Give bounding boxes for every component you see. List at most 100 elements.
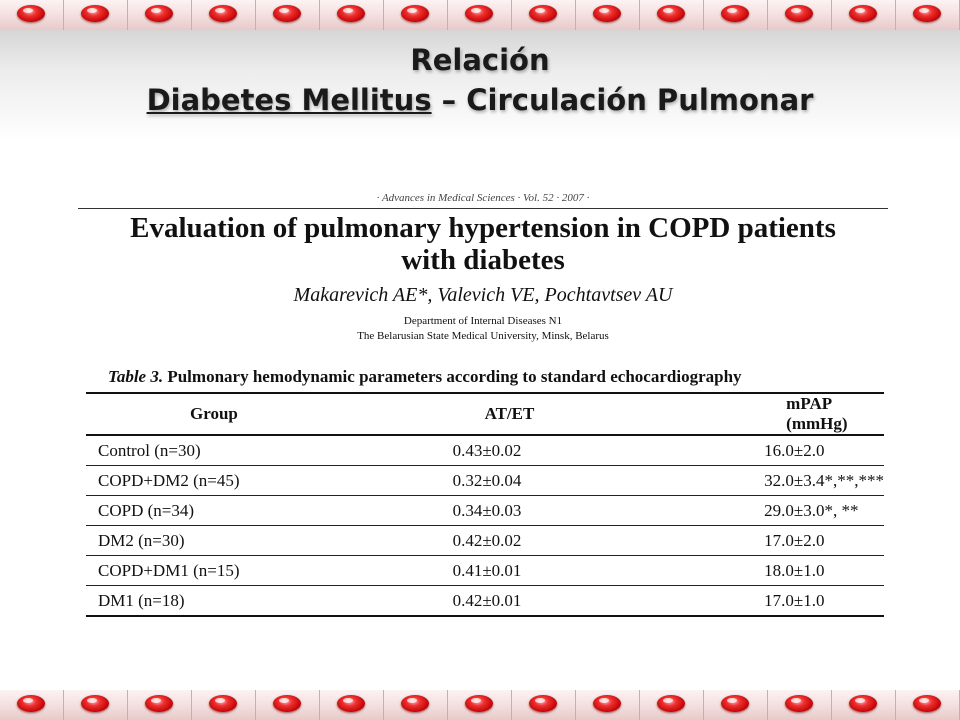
slide-title-underlined-term: Diabetes Mellitus [146, 83, 432, 117]
cell-mpap: 16.0±2.0 [726, 435, 884, 466]
slide-title-line2: Diabetes Mellitus – Circulación Pulmonar [0, 80, 960, 120]
affiliation-line1: Department of Internal Diseases N1 [403, 315, 563, 327]
cell-group: COPD+DM1 (n=15) [86, 555, 453, 586]
red-oval-bead-icon [721, 5, 749, 22]
red-oval-bead-icon [657, 5, 685, 22]
cell-at-et: 0.42±0.01 [452, 585, 727, 617]
cell-mpap: 29.0±3.0*, ** [726, 495, 884, 526]
red-oval-bead-icon [657, 695, 685, 712]
red-oval-bead-icon [465, 5, 493, 22]
strip-tile [640, 690, 704, 720]
strip-tile [832, 0, 896, 30]
strip-tile [832, 690, 896, 720]
red-oval-bead-icon [17, 695, 45, 712]
strip-tile [768, 0, 832, 30]
cell-mpap: 17.0±2.0 [726, 525, 884, 556]
red-oval-bead-icon [145, 5, 173, 22]
cell-at-et: 0.34±0.03 [452, 495, 727, 526]
article-title-line1: Evaluation of pulmonary hypertension in … [130, 212, 836, 244]
table-row: DM1 (n=18) 0.42±0.01 17.0±1.0 [86, 585, 884, 617]
red-oval-bead-icon [785, 695, 813, 712]
table-header-row: Group AT/ET mPAP (mmHg) [86, 392, 884, 436]
column-header-group: Group [86, 392, 453, 436]
table-caption-label: Table 3. [108, 367, 164, 386]
table-row: COPD+DM2 (n=45) 0.32±0.04 32.0±3.4*,**,*** [86, 465, 884, 496]
strip-tile [512, 690, 576, 720]
strip-tile [704, 0, 768, 30]
cell-at-et: 0.32±0.04 [452, 465, 727, 496]
table-row: DM2 (n=30) 0.42±0.02 17.0±2.0 [86, 525, 884, 556]
strip-tile [896, 690, 960, 720]
red-oval-bead-icon [785, 5, 813, 22]
red-oval-bead-icon [721, 695, 749, 712]
red-oval-bead-icon [145, 695, 173, 712]
strip-tile [128, 690, 192, 720]
cell-mpap: 18.0±1.0 [726, 555, 884, 586]
strip-tile [64, 690, 128, 720]
top-decorative-strip [0, 0, 960, 30]
cell-group: DM1 (n=18) [86, 585, 453, 617]
slide-title-rest: – Circulación Pulmonar [431, 83, 814, 117]
strip-tile [0, 0, 64, 30]
red-oval-bead-icon [81, 695, 109, 712]
red-oval-bead-icon [337, 5, 365, 22]
column-header-at-et: AT/ET [452, 392, 727, 436]
column-header-mpap: mPAP (mmHg) [726, 392, 884, 436]
strip-tile [192, 0, 256, 30]
red-oval-bead-icon [849, 5, 877, 22]
red-oval-bead-icon [273, 5, 301, 22]
paper-excerpt: · Advances in Medical Sciences · Vol. 52… [78, 186, 888, 617]
title-band [0, 30, 960, 142]
table-row: COPD+DM1 (n=15) 0.41±0.01 18.0±1.0 [86, 555, 884, 586]
strip-tile [704, 690, 768, 720]
strip-tile [64, 0, 128, 30]
strip-tile [256, 690, 320, 720]
affiliation-line2: The Belarusian State Medical University,… [357, 330, 609, 342]
journal-header: · Advances in Medical Sciences · Vol. 52… [376, 192, 590, 204]
strip-tile [512, 0, 576, 30]
cell-group: Control (n=30) [86, 435, 453, 466]
slide-title-line1: Relación [410, 43, 550, 77]
cell-at-et: 0.43±0.02 [452, 435, 727, 466]
article-authors: Makarevich AE*, Valevich VE, Pochtavtsev… [293, 284, 673, 306]
red-oval-bead-icon [17, 5, 45, 22]
article-title: Evaluation of pulmonary hypertension in … [78, 212, 888, 276]
cell-at-et: 0.41±0.01 [452, 555, 727, 586]
red-oval-bead-icon [401, 695, 429, 712]
strip-tile [256, 0, 320, 30]
red-oval-bead-icon [913, 695, 941, 712]
table-caption: Table 3. Pulmonary hemodynamic parameter… [108, 367, 888, 387]
strip-tile [576, 690, 640, 720]
article-title-line2: with diabetes [401, 244, 565, 276]
red-oval-bead-icon [401, 5, 429, 22]
table-caption-text: Pulmonary hemodynamic parameters accordi… [163, 367, 742, 386]
strip-tile [0, 690, 64, 720]
strip-tile [128, 0, 192, 30]
red-oval-bead-icon [209, 5, 237, 22]
red-oval-bead-icon [913, 5, 941, 22]
red-oval-bead-icon [529, 5, 557, 22]
strip-tile [896, 0, 960, 30]
strip-tile [192, 690, 256, 720]
red-oval-bead-icon [209, 695, 237, 712]
red-oval-bead-icon [849, 695, 877, 712]
strip-tile [640, 0, 704, 30]
cell-group: COPD+DM2 (n=45) [86, 465, 453, 496]
bottom-decorative-strip [0, 690, 960, 720]
red-oval-bead-icon [593, 5, 621, 22]
hemodynamic-table: Group AT/ET mPAP (mmHg) Control (n=30) 0.… [86, 392, 884, 617]
cell-mpap: 32.0±3.4*,**,*** [726, 465, 884, 496]
cell-at-et: 0.42±0.02 [452, 525, 727, 556]
red-oval-bead-icon [81, 5, 109, 22]
cell-mpap: 17.0±1.0 [726, 585, 884, 617]
red-oval-bead-icon [529, 695, 557, 712]
header-rule [78, 208, 888, 209]
cell-group: DM2 (n=30) [86, 525, 453, 556]
strip-tile [768, 690, 832, 720]
strip-tile [448, 0, 512, 30]
strip-tile [384, 690, 448, 720]
strip-tile [384, 0, 448, 30]
red-oval-bead-icon [465, 695, 493, 712]
table-row: COPD (n=34) 0.34±0.03 29.0±3.0*, ** [86, 495, 884, 526]
strip-tile [576, 0, 640, 30]
